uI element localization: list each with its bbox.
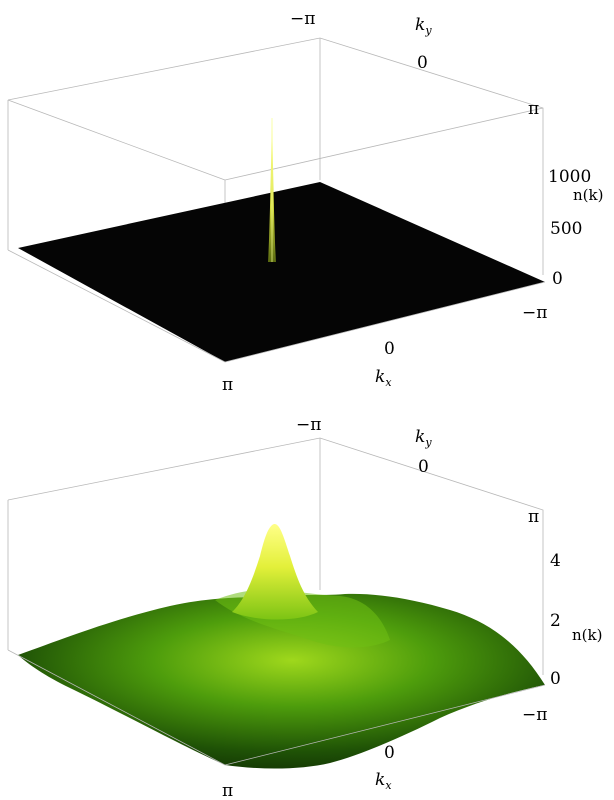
z-axis-label-2: n(k) (572, 626, 602, 644)
chart-panel-1: −π 0 π ky 1000 n(k) 500 0 −π 0 kx π (7, 9, 603, 395)
peak-spike-1 (268, 118, 276, 262)
ky-tick-pi-2: π (528, 507, 539, 527)
kx-tick-pi-1: π (222, 375, 233, 395)
surface-floor-1 (18, 182, 545, 362)
chart-panel-2: −π 0 π ky 4 n(k) 2 0 −π 0 kx π (7, 415, 602, 800)
peak-2 (232, 523, 318, 620)
ky-tick-minus-pi-1: −π (290, 9, 315, 29)
ky-axis-label-2: ky (415, 427, 432, 449)
z-axis-label-1: n(k) (573, 186, 603, 204)
kx-axis-label-2: kx (375, 770, 392, 792)
ky-tick-zero-2: 0 (418, 457, 429, 477)
kx-tick-minus-pi-1: −π (522, 303, 547, 323)
ky-tick-zero-1: 0 (417, 53, 428, 73)
z-tick-4-2: 4 (550, 551, 561, 571)
plot-box-2 (7, 437, 544, 675)
ky-axis-label-1: ky (415, 15, 432, 37)
kx-tick-pi-2: π (222, 781, 233, 800)
kx-tick-zero-2: 0 (384, 743, 395, 763)
kx-tick-zero-1: 0 (384, 339, 395, 359)
kx-axis-label-1: kx (375, 367, 392, 389)
ky-tick-pi-1: π (528, 99, 539, 119)
z-tick-2-2: 2 (550, 611, 561, 631)
z-tick-0-2: 0 (550, 669, 561, 689)
z-tick-1000-1: 1000 (548, 167, 591, 187)
ky-tick-minus-pi-2: −π (296, 415, 321, 435)
kx-tick-minus-pi-2: −π (522, 705, 547, 725)
z-tick-0-1: 0 (552, 269, 563, 289)
z-tick-500-1: 500 (550, 219, 582, 239)
